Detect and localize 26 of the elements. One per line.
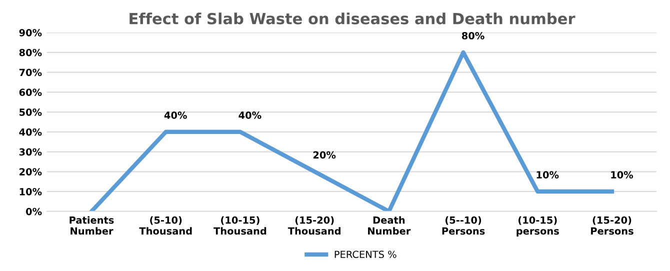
y-tick-label: 40% [19, 128, 42, 136]
x-tick-label: (10-15) Thousand [214, 216, 266, 235]
chart-title: Effect of Slab Waste on diseases and Death number [130, 12, 576, 24]
y-tick-label: 80% [19, 48, 42, 56]
x-tick-label: Death Number [368, 216, 411, 235]
y-tick-label: 0% [26, 208, 42, 216]
x-tick-label: (15-20) Persons [591, 216, 634, 235]
y-tick-label: 90% [19, 29, 42, 36]
data-label: 20% [313, 151, 336, 159]
legend-label: PERCENTS % [334, 250, 396, 258]
x-tick-label: (10-15) persons [516, 216, 559, 237]
y-tick-label: 30% [19, 148, 42, 156]
data-label: 40% [164, 112, 187, 119]
y-tick-label: 10% [20, 188, 42, 196]
data-label: 80% [462, 32, 484, 40]
x-tick-label: Patients Number [70, 216, 114, 235]
data-label: 10% [536, 171, 559, 179]
data-label: 40% [238, 112, 262, 119]
x-tick-label: (5-10) Thousand [139, 216, 192, 235]
y-tick-label: 70% [19, 68, 42, 76]
y-tick-label: 50% [20, 108, 42, 116]
data-label: 10% [611, 171, 634, 179]
y-tick-label: 20% [20, 168, 42, 176]
x-tick-label: (15-20) Thousand [288, 216, 340, 235]
y-tick-label: 60% [19, 88, 42, 96]
x-tick-label: (5--10) Persons [442, 216, 485, 235]
